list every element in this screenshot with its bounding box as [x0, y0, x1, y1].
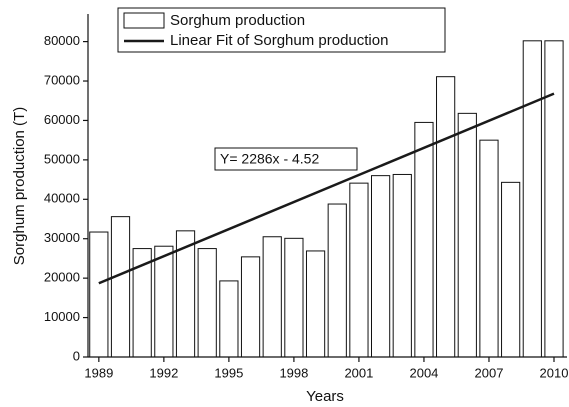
bar: [197, 248, 217, 358]
bar: [219, 280, 239, 358]
y-tick-label: 10000: [44, 309, 80, 324]
bar: [522, 40, 542, 358]
legend-label: Linear Fit of Sorghum production: [170, 32, 388, 49]
y-tick-label: 40000: [44, 191, 80, 206]
bar: [154, 245, 174, 358]
bar: [436, 76, 456, 358]
legend-swatch: [123, 12, 165, 29]
bar: [479, 139, 499, 358]
annotation: Y= 2286x - 4.52: [220, 151, 319, 167]
bar: [457, 112, 477, 358]
x-tick-label: 1995: [214, 365, 243, 380]
y-tick-label: 80000: [44, 33, 80, 48]
x-axis-label: Years: [306, 388, 344, 405]
x-tick-label: 1998: [279, 365, 308, 380]
x-tick-label: 2007: [475, 365, 504, 380]
y-tick-label: 70000: [44, 72, 80, 87]
bar: [392, 173, 412, 358]
bar: [110, 216, 131, 358]
y-tick-label: 0: [73, 348, 80, 363]
bar: [370, 175, 391, 358]
bar: [89, 231, 109, 358]
bar: [284, 237, 304, 358]
x-tick-label: 1989: [84, 365, 113, 380]
bar: [305, 250, 326, 358]
bar: [544, 40, 564, 358]
x-tick-label: 2001: [344, 365, 373, 380]
x-tick-label: 1992: [149, 365, 178, 380]
annotation-box: [214, 147, 358, 171]
legend-label: Sorghum production: [170, 12, 305, 29]
legend-box: [117, 7, 446, 53]
fit-line: [98, 92, 555, 285]
bar: [262, 236, 282, 358]
y-tick-label: 30000: [44, 230, 80, 245]
y-axis-label: Sorghum production (T): [11, 107, 28, 265]
y-tick-label: 50000: [44, 151, 80, 166]
x-tick-label: 2010: [540, 365, 569, 380]
bar: [327, 203, 347, 358]
bar: [414, 121, 434, 358]
y-tick-label: 60000: [44, 112, 80, 127]
x-tick-label: 2004: [409, 365, 438, 380]
bar: [349, 182, 369, 358]
bar: [240, 256, 261, 358]
y-tick-label: 20000: [44, 270, 80, 285]
bar: [501, 181, 521, 358]
